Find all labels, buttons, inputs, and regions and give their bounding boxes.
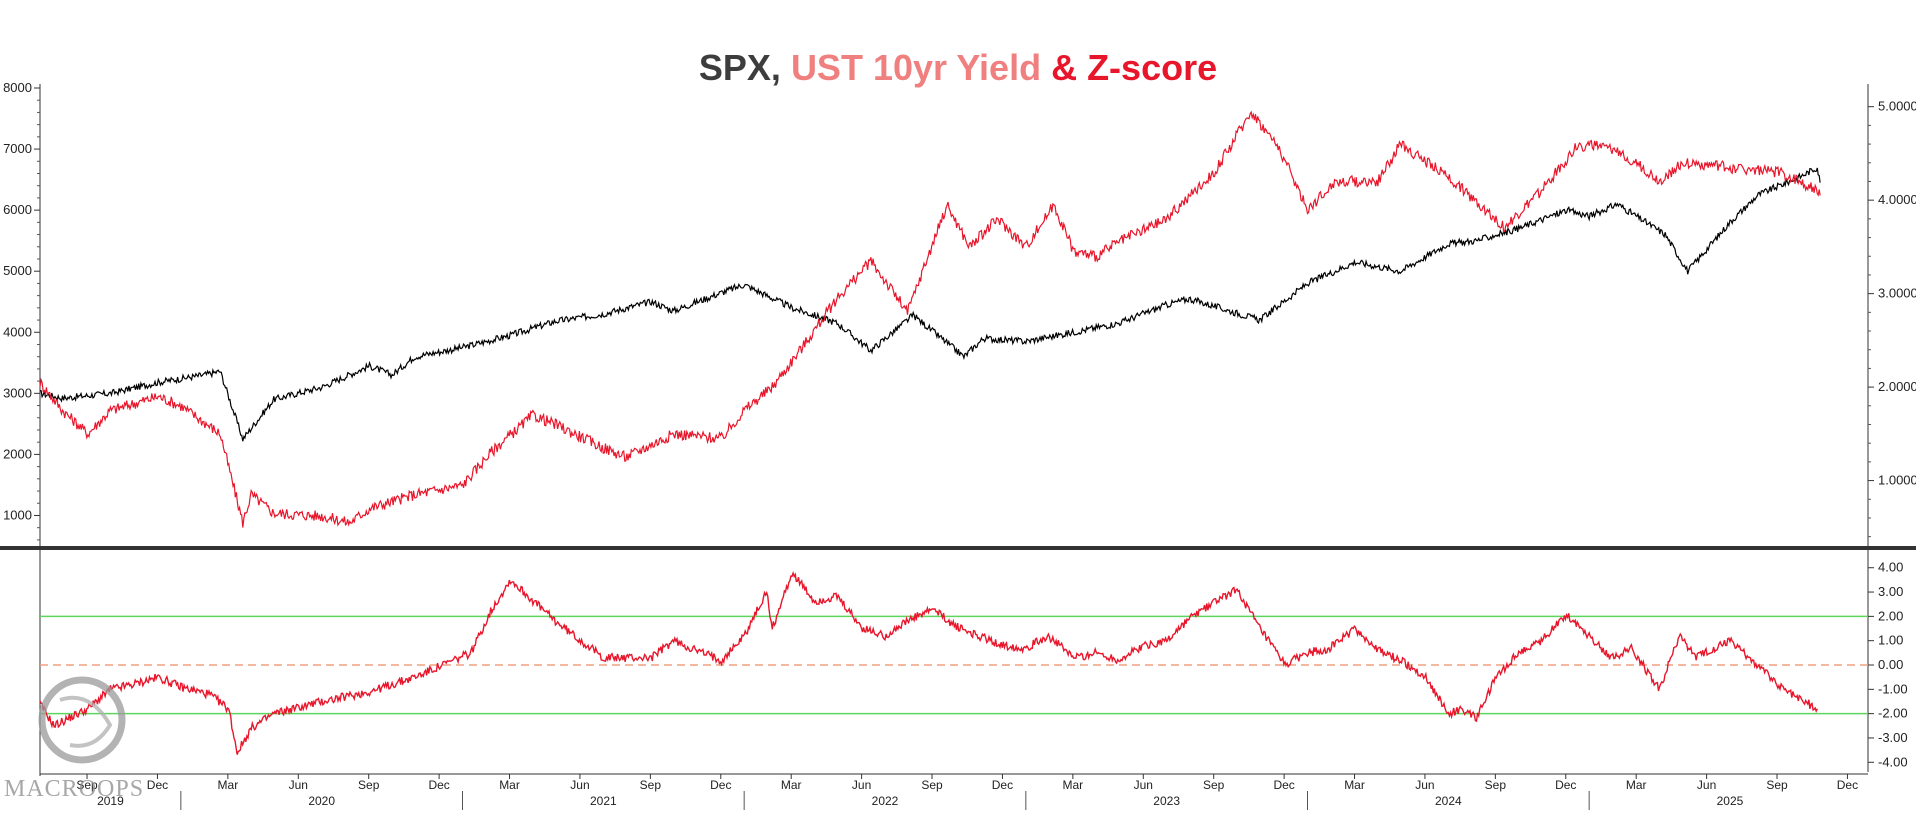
year-label: 2022 <box>872 794 899 808</box>
chart-title: SPX, UST 10yr Yield & Z-score <box>699 47 1217 88</box>
left-tick-label: 3000 <box>3 385 32 400</box>
z-tick-label: 1.00 <box>1878 633 1903 648</box>
month-tick-label: Dec <box>1273 778 1294 792</box>
month-tick-label: Dec <box>992 778 1013 792</box>
left-tick-label: 5000 <box>3 263 32 278</box>
macroops-logo: MACROOPS <box>4 676 144 802</box>
month-tick-label: Dec <box>1837 778 1858 792</box>
z-tick-label: -3.00 <box>1878 730 1908 745</box>
logo-ring-icon <box>38 676 126 764</box>
month-tick-label: Jun <box>1415 778 1434 792</box>
month-tick-label: Mar <box>218 778 239 792</box>
z-tick-label: 2.00 <box>1878 608 1903 623</box>
year-label: 2023 <box>1153 794 1180 808</box>
x-axis: Sep Dec Mar Jun Sep Dec Mar Jun Sep Dec Mar Jun Sep D… <box>40 773 1868 810</box>
month-tick-label: Mar <box>1344 778 1365 792</box>
month-tick-label: Sep <box>1485 778 1507 792</box>
series-line-z-score <box>39 570 1818 755</box>
month-tick-label: Mar <box>1063 778 1084 792</box>
z-tick-label: 4.00 <box>1878 560 1903 575</box>
month-tick-label: Jun <box>289 778 308 792</box>
month-tick-label: Sep <box>76 778 98 792</box>
right-tick-label: 5.0000 <box>1878 99 1916 114</box>
month-tick-label: Mar <box>499 778 520 792</box>
right-tick-label: 2.0000 <box>1878 379 1916 394</box>
bottom-panel: 4.00 3.00 2.00 1.00 0.00 -1.00 -2.00 -3.00 -4.00 <box>39 550 1908 776</box>
left-tick-label: 7000 <box>3 141 32 156</box>
left-tick-label: 1000 <box>3 507 32 522</box>
title-ust-yield: UST 10yr Yield <box>791 47 1041 88</box>
title-spx: SPX, <box>699 47 781 88</box>
title-zscore: & Z-score <box>1051 47 1217 88</box>
month-tick-label: Jun <box>852 778 871 792</box>
series-line-spx <box>40 167 1821 442</box>
logo-text: MACROOPS <box>4 776 144 802</box>
z-tick-label: 0.00 <box>1878 657 1903 672</box>
year-label: 2024 <box>1435 794 1462 808</box>
year-label: 2025 <box>1717 794 1744 808</box>
series-line-ust-10yr-yield <box>39 110 1821 528</box>
left-tick-label: 4000 <box>3 324 32 339</box>
month-tick-label: Dec <box>147 778 168 792</box>
left-tick-label: 2000 <box>3 446 32 461</box>
month-tick-label: Jun <box>570 778 589 792</box>
z-tick-label: -1.00 <box>1878 681 1908 696</box>
month-tick-label: Mar <box>1626 778 1647 792</box>
z-tick-label: -4.00 <box>1878 754 1908 769</box>
month-tick-label: Dec <box>1555 778 1576 792</box>
z-tick-label: -2.00 <box>1878 706 1908 721</box>
month-tick-label: Sep <box>1203 778 1225 792</box>
month-tick-label: Sep <box>1766 778 1788 792</box>
year-label: 2020 <box>308 794 335 808</box>
month-tick-label: Jun <box>1134 778 1153 792</box>
right-tick-label: 1.0000 <box>1878 473 1916 488</box>
month-tick-label: Jun <box>1697 778 1716 792</box>
month-tick-label: Dec <box>710 778 731 792</box>
left-tick-label: 8000 <box>3 80 32 95</box>
month-tick-label: Sep <box>921 778 943 792</box>
left-tick-label: 6000 <box>3 202 32 217</box>
month-tick-label: Sep <box>640 778 662 792</box>
month-tick-label: Sep <box>358 778 380 792</box>
year-label: 2021 <box>590 794 617 808</box>
month-tick-label: Mar <box>781 778 802 792</box>
month-tick-label: Dec <box>428 778 449 792</box>
right-tick-label: 4.0000 <box>1878 192 1916 207</box>
top-panel: 1000 2000 3000 4000 5000 6000 7000 8000 1.0000 2.… <box>0 80 1916 550</box>
panel-separator <box>0 546 1916 550</box>
year-label: 2019 <box>97 794 124 808</box>
logo-swirl-icon <box>59 695 113 748</box>
right-tick-label: 3.0000 <box>1878 286 1916 301</box>
z-tick-label: 3.00 <box>1878 584 1903 599</box>
